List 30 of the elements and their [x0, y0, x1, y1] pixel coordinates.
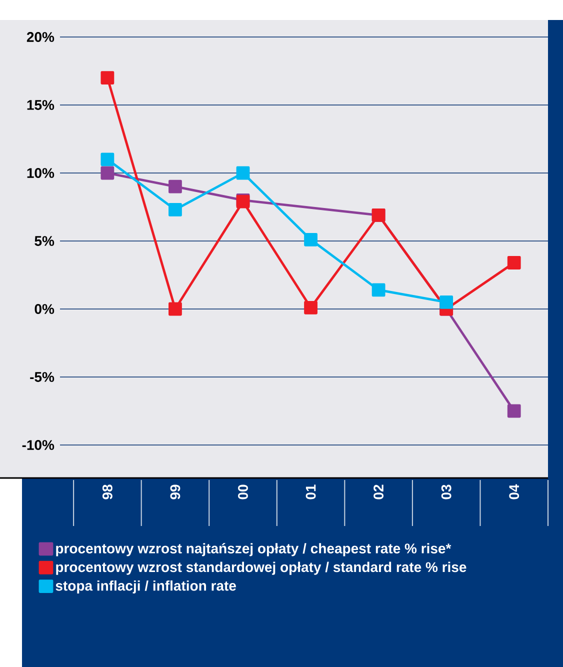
y-tick-label: 20% — [26, 32, 54, 42]
point — [100, 166, 114, 180]
y-tick-label: 10% — [27, 168, 54, 178]
point — [168, 203, 182, 216]
point — [507, 404, 521, 418]
x-tick-label: 99 — [170, 484, 180, 500]
point — [100, 71, 114, 84]
point — [304, 300, 318, 314]
point — [236, 166, 250, 180]
point — [168, 302, 182, 316]
point — [372, 283, 386, 297]
x-tick-label: 98 — [102, 484, 112, 500]
legend-label: stopa inflacji / inflation rate — [56, 580, 236, 594]
y-tick-label: -10% — [22, 440, 54, 450]
point — [168, 180, 182, 194]
x-tick-label: 00 — [238, 484, 248, 500]
y-tick-label: -5% — [30, 372, 54, 382]
point — [304, 232, 318, 246]
x-tick-label: 03 — [441, 484, 452, 500]
legend-label: procentowy wzrost standardowej opłaty / standard rate % rise — [56, 562, 466, 575]
point — [100, 152, 114, 166]
y-tick-label: 15% — [27, 100, 54, 110]
x-tick-label: 01 — [306, 484, 316, 500]
point — [440, 296, 454, 309]
x-tick-label: 02 — [374, 484, 384, 500]
legend-label: procentowy wzrost najtańszej opłaty / cheapest rate % rise* — [56, 543, 452, 556]
y-tick-label: 5% — [34, 236, 54, 246]
point — [507, 256, 521, 270]
x-tick-label: 04 — [509, 484, 520, 500]
y-tick-label: 0% — [34, 304, 54, 314]
